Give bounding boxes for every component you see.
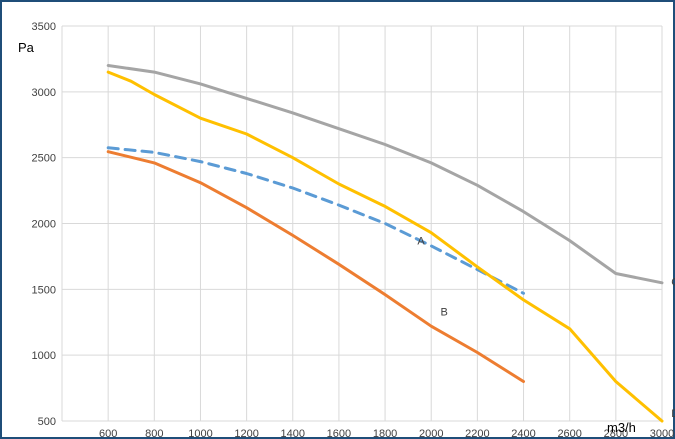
grid-lines (61, 25, 663, 422)
series-line-b (106, 150, 525, 383)
curve-label-d: D (671, 408, 675, 420)
series-line-c (106, 64, 664, 285)
x-tick-label: 2200 (465, 428, 489, 439)
x-tick-label: 2600 (557, 428, 581, 439)
y-axis-ticks: 500 1000 1500 2000 2500 3000 3500 (32, 21, 56, 428)
curve-label-b: B (440, 307, 447, 319)
x-tick-label: 1600 (327, 428, 351, 439)
x-tick-label: 3000 (650, 428, 674, 439)
y-tick-label: 2500 (32, 153, 56, 165)
curve-label-c: C (671, 276, 675, 288)
x-tick-label: 1200 (234, 428, 258, 439)
y-tick-label: 3000 (32, 87, 56, 99)
x-tick-label: 1800 (373, 428, 397, 439)
x-tick-label: 2400 (511, 428, 535, 439)
x-tick-label: 800 (145, 428, 163, 439)
x-tick-label: 600 (99, 428, 117, 439)
x-tick-label: 2800 (604, 428, 628, 439)
y-tick-label: 3500 (32, 21, 56, 33)
curve-label-a: A (417, 236, 425, 248)
y-tick-label: 500 (38, 416, 56, 428)
series-line-d (106, 70, 664, 423)
y-axis-label: Pa (18, 40, 35, 55)
series-layer (106, 64, 664, 423)
y-tick-label: 2000 (32, 219, 56, 231)
series-line-a (106, 146, 525, 295)
x-tick-label: 1400 (281, 428, 305, 439)
y-tick-label: 1000 (32, 350, 56, 362)
x-axis-label: m3/h (607, 420, 636, 435)
curve-labels: A B C D (417, 236, 675, 420)
x-tick-label: 1000 (188, 428, 212, 439)
x-axis-ticks: 600 800 1000 1200 1400 1600 1800 2000 2200 2400 26… (99, 428, 674, 439)
x-tick-label: 2000 (419, 428, 443, 439)
y-tick-label: 1500 (32, 284, 56, 296)
